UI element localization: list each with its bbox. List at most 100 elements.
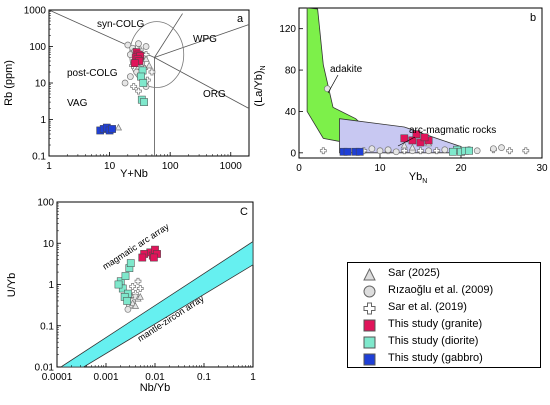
red-square-icon xyxy=(363,319,376,332)
diorite-point xyxy=(121,272,130,280)
legend-label: Sar (2025) xyxy=(388,267,440,279)
x-tick-label: 1000 xyxy=(220,161,243,172)
sar2025-point xyxy=(142,55,150,62)
rizaoglu2009-point xyxy=(425,147,432,155)
boundary-line xyxy=(154,24,250,58)
rizaoglu2009-point xyxy=(392,148,400,156)
granite-point xyxy=(400,134,409,143)
legend-label: This study (gabbro) xyxy=(388,352,483,364)
diorite-point xyxy=(139,79,148,87)
sar2025-point xyxy=(129,299,137,307)
x-tick-label: 0.1 xyxy=(197,372,211,383)
cyan-square-icon xyxy=(363,336,376,349)
rizaoglu2009-point xyxy=(126,73,134,80)
panel-b-layb-vs-yb: 0 10 20 30 0 40 80 120 b adakite arc-magmatic r… xyxy=(253,7,548,185)
legend-label: This study (granite) xyxy=(388,318,483,330)
granite-point xyxy=(138,253,147,262)
panel-c-letter: C xyxy=(240,206,248,218)
rizaoglu2009-point xyxy=(490,145,497,153)
sar2019-point xyxy=(433,147,441,155)
field-label-wpg: WPG xyxy=(193,34,217,45)
legend-label: Sar et al. (2019) xyxy=(388,301,467,313)
sar2025-point xyxy=(114,123,123,131)
rizaoglu2009-point xyxy=(142,43,150,50)
blue-square-icon xyxy=(363,353,376,366)
panel-b-xlabel: YbN xyxy=(409,171,428,185)
sar2025-point xyxy=(131,302,140,309)
y-tick-label: 100 xyxy=(29,42,46,53)
legend-item-gabbro: This study (gabbro) xyxy=(348,351,540,368)
sar2019-point xyxy=(417,147,424,155)
x-tick-label: 20 xyxy=(455,163,467,174)
granite-point xyxy=(150,253,158,262)
x-tick-label: 1 xyxy=(46,161,52,172)
x-tick-label: 1 xyxy=(250,372,256,383)
diorite-point xyxy=(118,284,127,293)
sar2019-point xyxy=(135,87,142,95)
panel-b-ticks: 0 10 20 30 0 40 80 120 xyxy=(279,24,548,174)
gabbro-point xyxy=(108,125,116,133)
y-tick-label: 100 xyxy=(37,198,54,209)
x-tick-label: 0.0001 xyxy=(42,372,73,383)
cross-icon xyxy=(363,302,376,315)
diorite-point xyxy=(449,147,457,156)
legend-label: This study (diorite) xyxy=(388,335,479,347)
sar2025-point xyxy=(408,143,416,151)
sar2019-point xyxy=(506,147,513,155)
rizaoglu2009-point xyxy=(441,146,449,154)
arc-leader-line xyxy=(397,136,416,147)
legend-item-sar2025: Sar (2025) xyxy=(348,266,540,283)
diorite-point xyxy=(126,259,135,267)
y-tick-label: 0 xyxy=(290,148,296,159)
diorite-point xyxy=(114,280,123,289)
panel-c-frame xyxy=(56,201,254,368)
sar2019-point xyxy=(319,147,327,155)
diorite-point xyxy=(123,297,131,305)
rizaoglu2009-point xyxy=(376,147,384,155)
x-tick-label: 100 xyxy=(162,161,179,172)
granite-point xyxy=(130,59,139,67)
y-tick-label: 0.01 xyxy=(35,363,55,374)
mantle-zircon-field xyxy=(59,240,254,368)
gabbro-point xyxy=(343,147,352,156)
panel-b-letter: b xyxy=(530,12,536,24)
sar2019-point xyxy=(522,147,530,155)
field-label-post-colg: post-COLG xyxy=(67,68,118,79)
adakite-leader-line xyxy=(327,74,339,94)
diorite-point xyxy=(140,98,148,106)
panel-a-points xyxy=(96,40,156,135)
y-tick-label: 1 xyxy=(40,115,46,126)
triangle-icon xyxy=(363,268,376,281)
y-tick-label: 80 xyxy=(285,66,297,77)
legend-item-sar2019: Sar et al. (2019) xyxy=(348,300,540,317)
sar2019-point xyxy=(129,283,137,290)
circle-icon xyxy=(363,285,376,298)
sar2019-point xyxy=(148,68,156,76)
x-tick-label: 10 xyxy=(374,163,386,174)
sar2019-point xyxy=(136,285,144,292)
rizaoglu2009-point xyxy=(121,79,129,87)
panel-a-frame xyxy=(48,9,250,157)
field-label-vag: VAG xyxy=(67,98,88,109)
legend-item-granite: This study (granite) xyxy=(348,317,540,334)
boundary-line xyxy=(154,13,183,58)
y-tick-label: 0.1 xyxy=(40,321,54,332)
granite-point xyxy=(412,130,421,139)
sar2025-point xyxy=(136,292,144,300)
panel-b-ylabel: (La/Yb)N xyxy=(253,65,267,106)
y-tick-label: 40 xyxy=(285,107,297,118)
sar2019-point xyxy=(130,83,138,90)
panel-c-points xyxy=(114,245,161,313)
legend-item-rizaoglu2009: Rızaoğlu et al. (2009) xyxy=(348,283,540,300)
rizaoglu2009-point xyxy=(384,146,392,154)
y-tick-label: 1000 xyxy=(24,6,47,17)
rizaoglu2009-point xyxy=(135,40,142,47)
x-tick-label: 0.001 xyxy=(93,372,118,383)
diorite-point xyxy=(137,72,145,81)
panel-b-points xyxy=(319,85,530,156)
field-label-arc-magmatic: arc-magmatic rocks xyxy=(409,125,496,136)
